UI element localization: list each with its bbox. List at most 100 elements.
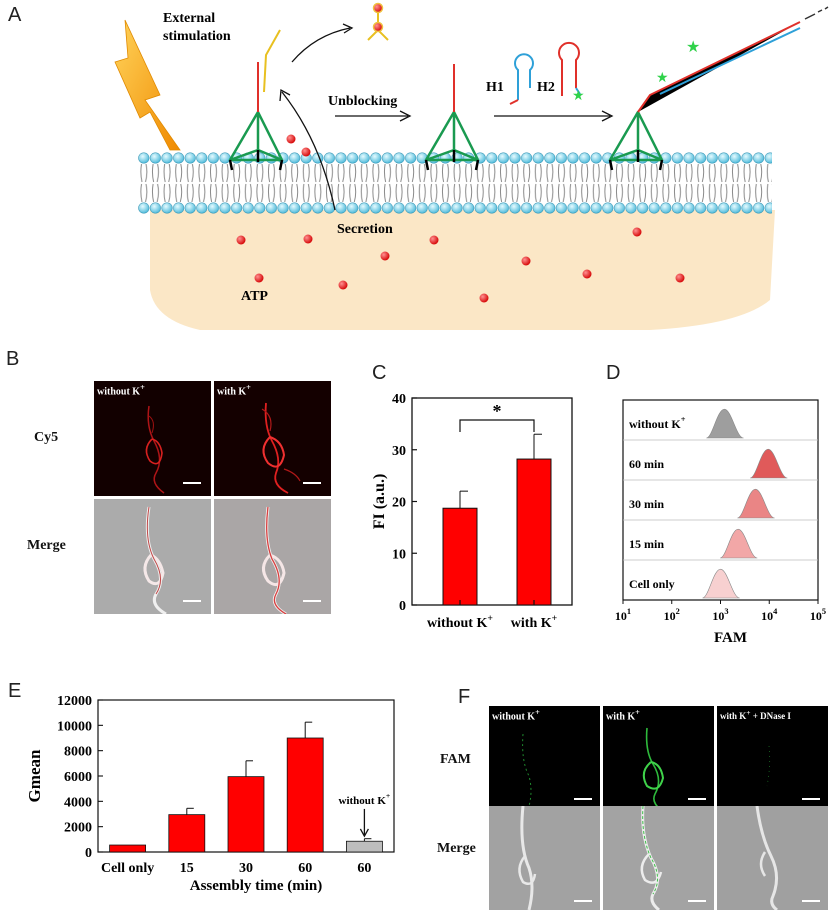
y-tick-label: 6000 [64,770,92,785]
x-tick-label: 101 [615,607,631,623]
micrograph-fam-without-k: without K+ [489,706,600,810]
bar [168,814,206,853]
bar [442,507,478,606]
y-axis-label: Gmean [25,749,44,802]
scalebar [183,600,201,602]
atp-label: ATP [241,289,268,304]
micrograph-fam-with-k-dnase: with K+ + DNase I [717,706,828,810]
scalebar [688,900,706,902]
fam-star-icon: ★ [686,39,700,56]
unblocking-label: Unblocking [328,94,397,109]
y-tick-label: 10000 [57,719,92,734]
micro-label-with-k: with K+ [217,383,251,398]
bar [286,737,324,853]
x-axis-label: FAM [714,630,747,645]
y-tick-label: 2000 [64,821,92,836]
lightning-icon [114,19,181,151]
h2-hairpin [558,41,581,96]
external-label-1: External [163,11,215,26]
merge-row-label-b: Merge [27,538,66,553]
y-tick-label: 0 [85,846,92,861]
panel-b-letter: B [6,348,20,370]
release-arrow [291,27,351,63]
row-label: 15 min [629,537,664,551]
tetrahedron-2 [424,110,480,171]
secretion-arrow [281,91,336,211]
panel-a-schematic: ★ ★ ★ External stimulati [114,2,829,330]
micrograph-merge-f-dnase [717,806,828,910]
significance-star: * [493,401,502,421]
scalebar [303,600,321,602]
micro-label-without-k: without K+ [97,383,145,398]
annotation-arrowhead [359,828,369,838]
scalebar [574,798,592,800]
tetrahedron-1 [228,110,284,171]
x-axis-label: Assembly time (min) [190,878,322,894]
histogram-area [702,568,740,599]
scalebar [802,900,820,902]
bar [227,776,265,853]
panel-e-letter: E [8,680,22,702]
bar [516,458,552,606]
x-tick-label: 60 [298,861,312,876]
x-tick-label: 30 [239,861,253,876]
annotation-label: without K+ [339,791,391,807]
atp-molecules [236,134,685,303]
chart-e-gmean: 0 2000 4000 6000 8000 10000 12000 Gmean Cell onl… [25,694,395,894]
micrograph-cy5-with-k: with K+ [214,381,331,496]
bar [345,840,383,853]
y-tick-label: 0 [399,599,406,614]
y-tick-label: 10 [392,547,406,562]
significance-bracket [459,419,535,432]
released-complex [367,2,389,41]
chart-d-flow-histograms: without K+ 60 min 30 min 15 min Cell only 101… [615,399,826,645]
histogram-area [706,408,744,439]
x-tick-label: without K+ [427,613,493,631]
panel-a-letter: A [8,4,22,26]
panel-f-letter: F [458,686,471,708]
row-label: Cell only [629,577,675,591]
x-tick-label: 103 [712,607,728,623]
scalebar [688,798,706,800]
y-tick-label: 20 [392,496,406,511]
micrograph-merge-with-k [214,499,331,614]
cell-cytoplasm [150,210,775,330]
x-tick-label: 104 [761,607,778,623]
histogram-area [737,488,775,519]
micrograph-fam-with-k: with K+ [603,706,714,810]
micrograph-merge-without-k [94,499,211,614]
histogram-area [720,528,758,559]
scalebar [802,798,820,800]
x-tick-label: Cell only [101,861,154,876]
micro-label-f-without-k: without K+ [492,708,540,723]
tetrahedron-3 [608,110,664,171]
y-tick-label: 4000 [64,795,92,810]
row-label: 30 min [629,497,664,511]
y-tick-label: 40 [392,392,406,407]
x-tick-label: 15 [180,861,194,876]
h1-label: H1 [486,80,504,95]
panel-d-letter: D [606,362,621,384]
secretion-label: Secretion [337,222,393,237]
y-axis-label: FI (a.u.) [371,474,388,530]
cy5-row-label: Cy5 [34,430,59,445]
chart-c-fluorescence: 0 10 20 30 40 FI (a.u.) without K+ with K+ * [371,392,573,631]
y-tick-label: 8000 [64,745,92,760]
x-tick-label: 102 [664,607,680,623]
micro-label-f-with-k-dnase: with K+ + DNase I [720,708,791,721]
fam-row-label: FAM [440,752,471,767]
x-tick-label: with K+ [511,613,558,631]
scalebar [574,900,592,902]
micrograph-cy5-without-k: without K+ [94,381,211,496]
micro-label-f-with-k: with K+ [606,708,640,723]
histogram-area [750,448,788,479]
fam-star-icon-2: ★ [656,71,669,86]
row-label: 60 min [629,457,664,471]
panel-c-letter: C [372,362,387,384]
h2-star-icon: ★ [572,89,585,104]
scalebar [303,482,321,484]
x-tick-label: 105 [810,607,826,623]
bar [109,844,146,853]
x-tick-label: 60 [357,861,371,876]
y-tick-label: 12000 [57,694,92,709]
